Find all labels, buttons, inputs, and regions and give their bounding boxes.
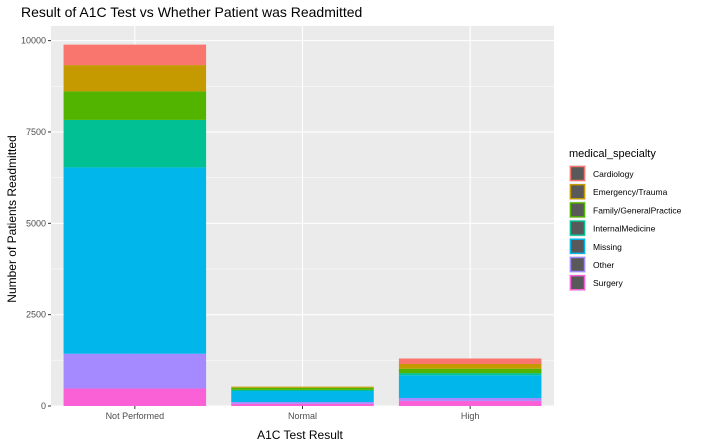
legend-label: Family/GeneralPractice — [593, 205, 682, 215]
bars — [63, 44, 542, 406]
x-tick-label: Normal — [288, 411, 317, 421]
bar-segment — [63, 119, 207, 168]
bar-segment — [398, 358, 542, 364]
bar-segment — [63, 388, 207, 406]
x-tick-label: Not Performed — [106, 411, 165, 421]
legend-key — [569, 275, 586, 291]
bar-segment — [398, 363, 542, 369]
legend-label: Cardiology — [593, 169, 634, 179]
bar-segment — [231, 391, 374, 402]
legend-label: Surgery — [593, 278, 624, 288]
x-axis: Not Performed Normal High — [106, 406, 480, 421]
bar-segment — [398, 375, 542, 398]
y-axis: 0 2500 5000 7500 10000 — [21, 36, 51, 411]
bar-segment — [63, 353, 207, 389]
bar-segment — [63, 65, 207, 92]
bar-segment — [398, 397, 542, 401]
legend-label: Emergency/Trauma — [593, 187, 668, 197]
bar-segment — [63, 44, 207, 66]
legend-label: Other — [593, 260, 614, 270]
legend-key — [569, 238, 586, 255]
legend-key — [569, 220, 586, 236]
bar-segment — [398, 400, 542, 406]
bar-segment — [231, 389, 374, 392]
bar-segment — [231, 401, 374, 404]
bar-segment — [231, 403, 374, 406]
y-tick-label: 0 — [41, 401, 46, 411]
legend-label: InternalMedicine — [593, 224, 656, 234]
y-tick-label: 7500 — [26, 127, 46, 137]
bar-segment — [398, 373, 542, 376]
legend: medical_specialty Cardiology Emergency/Tr… — [569, 148, 682, 292]
x-axis-title: A1C Test Result — [257, 428, 343, 442]
legend-key — [569, 183, 586, 200]
y-tick-label: 10000 — [21, 36, 46, 46]
legend-key — [569, 202, 586, 218]
legend-title: medical_specialty — [569, 148, 656, 160]
legend-key — [569, 165, 586, 182]
y-tick-label: 2500 — [26, 310, 46, 320]
legend-key — [569, 256, 586, 273]
legend-label: Missing — [593, 242, 622, 252]
y-axis-title: Number of Patients Readmitted — [5, 135, 19, 302]
bar-segment — [231, 386, 374, 388]
bar-segment — [398, 368, 542, 374]
bar-segment — [231, 387, 374, 390]
chart-title: Result of A1C Test vs Whether Patient wa… — [21, 4, 362, 20]
bar-segment — [63, 91, 207, 120]
x-tick-label: High — [461, 411, 480, 421]
y-tick-label: 5000 — [26, 218, 46, 228]
bar-segment — [63, 167, 207, 354]
